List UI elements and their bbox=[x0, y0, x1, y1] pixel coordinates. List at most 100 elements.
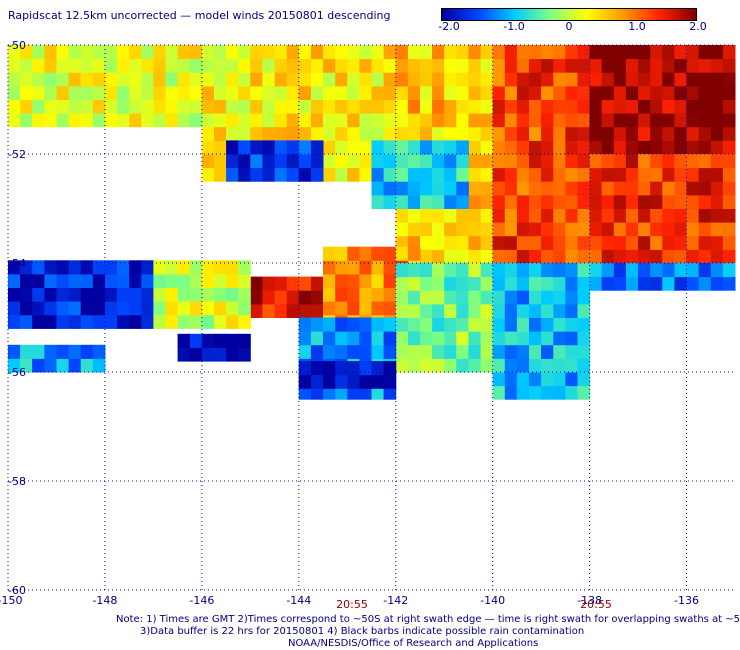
data-cell bbox=[201, 140, 215, 155]
data-cell bbox=[577, 85, 591, 100]
data-cell bbox=[577, 276, 591, 291]
data-cell bbox=[529, 181, 542, 196]
data-cell bbox=[456, 126, 469, 141]
data-cell bbox=[177, 260, 191, 275]
data-cell bbox=[323, 287, 336, 302]
data-cell bbox=[371, 58, 385, 73]
data-cell bbox=[347, 113, 360, 128]
data-cell bbox=[8, 58, 21, 73]
data-cell bbox=[710, 85, 724, 100]
data-cell bbox=[504, 222, 518, 237]
data-cell bbox=[638, 99, 651, 114]
data-cell bbox=[226, 72, 239, 87]
data-cell bbox=[310, 154, 324, 169]
data-cell bbox=[20, 72, 33, 87]
longitude-tick-label: -138 bbox=[577, 594, 602, 607]
data-cell bbox=[56, 301, 70, 316]
data-cell bbox=[468, 358, 481, 373]
data-cell bbox=[56, 260, 70, 275]
data-cell bbox=[577, 126, 591, 141]
data-cell bbox=[710, 113, 724, 128]
data-cell bbox=[613, 85, 627, 100]
data-cell bbox=[298, 154, 312, 169]
data-cell bbox=[262, 126, 275, 141]
data-cell bbox=[44, 358, 57, 373]
data-cell bbox=[698, 154, 712, 169]
data-cell bbox=[92, 273, 106, 288]
data-cell bbox=[395, 113, 409, 128]
data-cell bbox=[504, 126, 518, 141]
data-cell bbox=[310, 331, 324, 346]
data-cell bbox=[686, 85, 700, 100]
data-cell bbox=[68, 58, 82, 73]
longitude-tick-label: -142 bbox=[383, 594, 408, 607]
data-cell bbox=[177, 287, 191, 302]
data-cell bbox=[335, 287, 348, 302]
data-cell bbox=[444, 45, 457, 60]
data-cell bbox=[250, 167, 263, 182]
data-cell bbox=[480, 331, 494, 346]
data-cell bbox=[286, 113, 300, 128]
data-cell bbox=[674, 208, 687, 223]
data-cell bbox=[456, 358, 469, 373]
data-cell bbox=[541, 140, 554, 155]
data-cell bbox=[504, 263, 518, 278]
data-cell bbox=[335, 154, 348, 169]
longitude-tick-label: -148 bbox=[92, 594, 117, 607]
data-cell bbox=[214, 333, 227, 348]
data-cell bbox=[238, 45, 251, 60]
data-cell bbox=[68, 99, 82, 114]
data-cell bbox=[407, 303, 421, 318]
data-cell bbox=[529, 276, 542, 291]
data-cell bbox=[541, 45, 554, 60]
data-cell bbox=[383, 113, 397, 128]
data-cell bbox=[32, 314, 45, 329]
data-cell bbox=[335, 317, 348, 332]
data-cell bbox=[20, 85, 33, 100]
data-cell bbox=[298, 113, 312, 128]
data-cell bbox=[177, 45, 191, 60]
latitude-tick-label: -50 bbox=[8, 39, 26, 52]
data-cell bbox=[468, 222, 481, 237]
data-cell bbox=[638, 263, 651, 278]
data-cell bbox=[432, 290, 445, 305]
data-cell bbox=[238, 126, 251, 141]
data-cell bbox=[638, 194, 651, 209]
data-cell bbox=[395, 99, 409, 114]
data-cell bbox=[395, 154, 409, 169]
data-cell bbox=[456, 303, 469, 318]
data-cell bbox=[383, 181, 397, 196]
data-cell bbox=[468, 140, 481, 155]
data-cell bbox=[638, 181, 651, 196]
data-cell bbox=[710, 194, 724, 209]
data-cell bbox=[32, 273, 45, 288]
data-cell bbox=[601, 263, 615, 278]
data-cell bbox=[541, 222, 554, 237]
data-cell bbox=[68, 273, 82, 288]
data-cell bbox=[359, 140, 372, 155]
data-cell bbox=[444, 235, 457, 250]
data-cell bbox=[420, 222, 433, 237]
data-cell bbox=[444, 113, 457, 128]
data-cell bbox=[226, 301, 239, 316]
data-cell bbox=[674, 72, 687, 87]
data-cell bbox=[262, 303, 275, 318]
data-cell bbox=[625, 167, 639, 182]
data-cell bbox=[553, 140, 566, 155]
data-cell bbox=[686, 249, 700, 264]
data-cell bbox=[444, 303, 457, 318]
data-cell bbox=[407, 126, 421, 141]
footnote-line-3: NOAA/NESDIS/Office of Research and Appli… bbox=[288, 638, 539, 649]
data-cell bbox=[710, 167, 724, 182]
data-cell bbox=[613, 208, 627, 223]
data-cell bbox=[153, 113, 166, 128]
data-cell bbox=[625, 126, 639, 141]
data-cell bbox=[638, 249, 651, 264]
data-cell bbox=[214, 287, 227, 302]
data-cell bbox=[20, 314, 33, 329]
data-cell bbox=[698, 235, 712, 250]
data-cell bbox=[529, 372, 542, 387]
data-cell bbox=[529, 99, 542, 114]
data-cell bbox=[516, 263, 530, 278]
data-cell bbox=[395, 358, 409, 373]
